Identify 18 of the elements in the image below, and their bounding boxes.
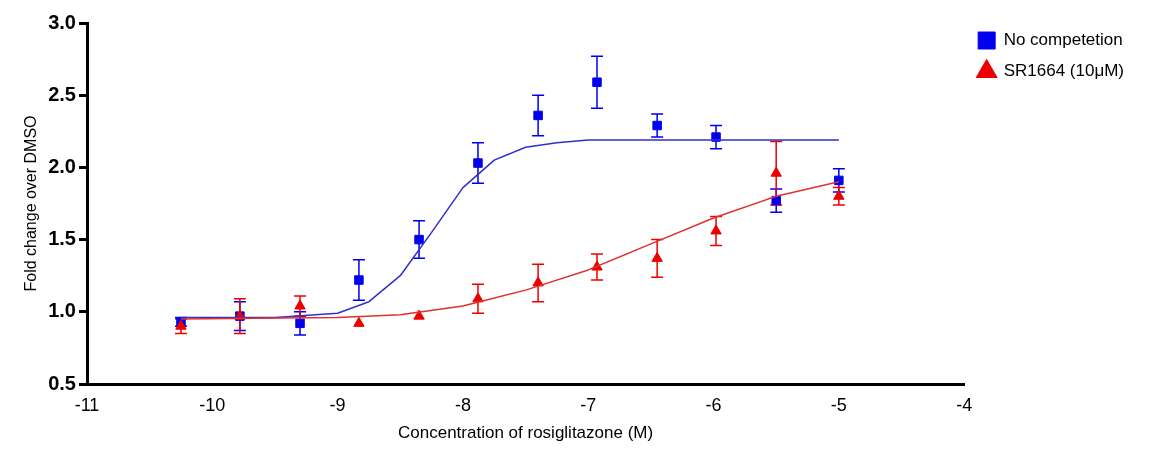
x-tick-label: -7 <box>580 394 597 415</box>
x-tick-label: -10 <box>199 394 226 415</box>
y-tick-label: 2.5 <box>48 82 76 105</box>
y-tick-label: 3.0 <box>48 10 76 33</box>
y-tick-label: 1.5 <box>48 227 76 250</box>
y-tick-label: 0.5 <box>48 371 76 394</box>
x-tick-label: -8 <box>454 394 471 415</box>
x-axis-title: Concentration of rosiglitazone (M) <box>398 423 654 443</box>
x-tick-label: -11 <box>74 394 100 415</box>
x-tick-label: -4 <box>956 394 973 415</box>
x-tick-label: -5 <box>830 394 847 415</box>
x-tick-label: -6 <box>705 394 722 415</box>
y-axis-title: Fold change over DMSO <box>22 115 40 292</box>
y-tick-label: 2.0 <box>48 154 76 177</box>
legend-label: No competetion <box>1003 30 1123 50</box>
legend-label: SR1664 (10μM) <box>1003 61 1125 81</box>
y-tick-label: 1.0 <box>48 299 76 322</box>
x-tick-label: -9 <box>329 394 346 415</box>
